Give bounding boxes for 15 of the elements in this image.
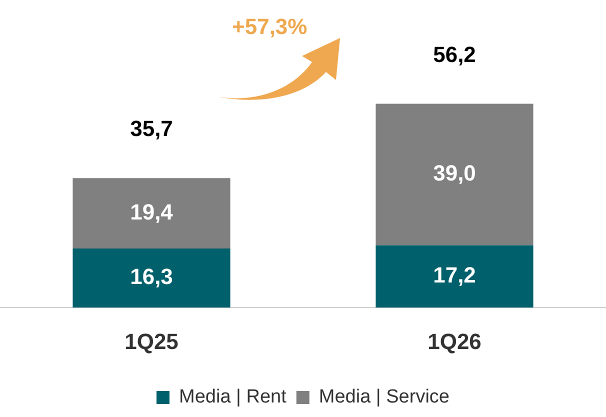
total-label: 56,2 bbox=[433, 42, 476, 67]
x-tick-label: 1Q25 bbox=[124, 328, 178, 354]
legend-label: Media | Rent bbox=[179, 386, 288, 408]
x-tick-label: 1Q26 bbox=[428, 328, 482, 354]
data-label: 17,2 bbox=[433, 262, 476, 288]
data-label: 19,4 bbox=[130, 199, 174, 224]
bar bbox=[376, 245, 534, 308]
data-label: 39,0 bbox=[433, 160, 476, 186]
bar bbox=[72, 178, 230, 248]
total-label: 35,7 bbox=[130, 116, 173, 142]
data-label: 16,3 bbox=[130, 264, 173, 290]
bar bbox=[72, 248, 230, 308]
text: +57,3% bbox=[232, 14, 308, 40]
legend-label: Media | Service bbox=[318, 386, 450, 408]
bar bbox=[376, 104, 534, 246]
